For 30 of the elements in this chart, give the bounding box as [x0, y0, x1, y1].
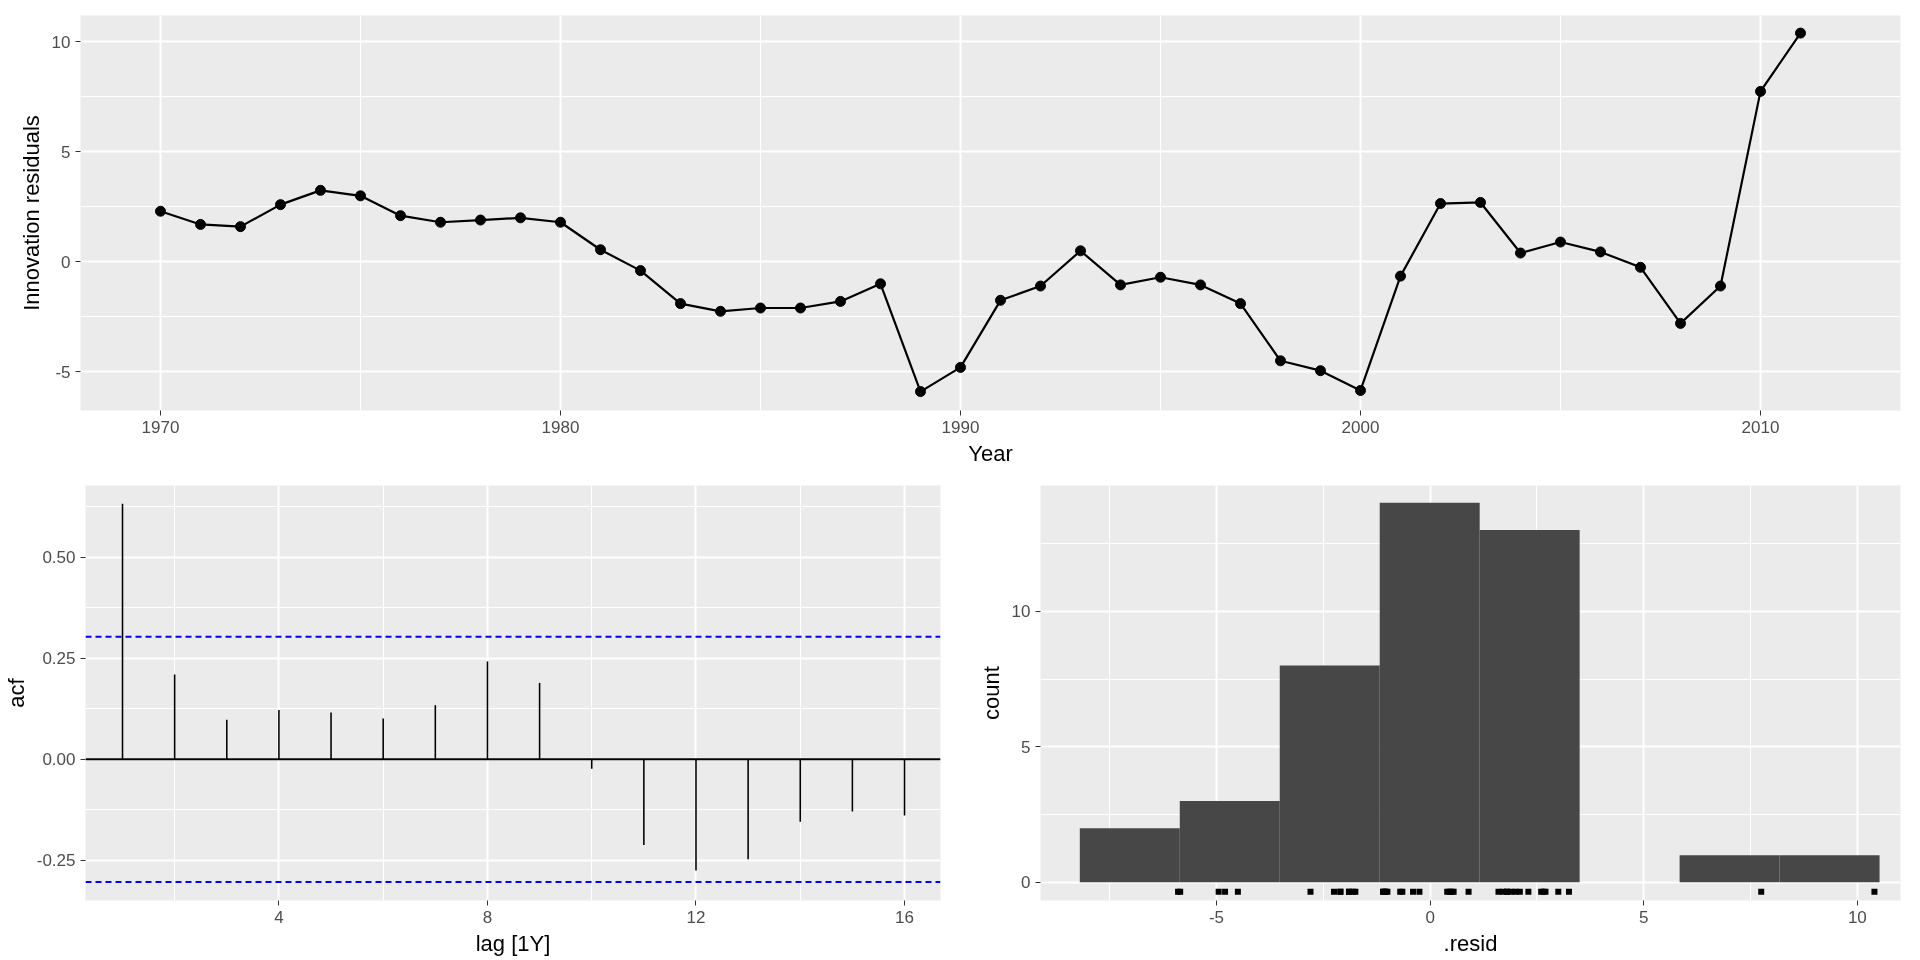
- y-tick-label: 0.00: [42, 750, 76, 770]
- y-tick-label: 0: [1021, 873, 1031, 893]
- x-tick-label: 4: [274, 907, 284, 927]
- x-tick-label: -5: [1208, 907, 1225, 927]
- x-tick-label: 0: [1425, 907, 1435, 927]
- y-tick-label: -5: [55, 362, 71, 382]
- y-tick-label: 0: [61, 252, 71, 272]
- x-tick-label: 2010: [1741, 417, 1780, 437]
- x-tick-label: 10: [1847, 907, 1867, 927]
- y-axis-title: Innovation residuals: [18, 115, 44, 311]
- x-tick-label: 12: [686, 907, 706, 927]
- y-tick-label: -0.25: [36, 851, 76, 871]
- y-tick-label: 0.50: [42, 548, 76, 568]
- x-tick-label: 1990: [941, 417, 980, 437]
- x-tick-label: 1980: [541, 417, 580, 437]
- x-tick-label: 5: [1639, 907, 1649, 927]
- x-tick-label: 16: [895, 907, 914, 927]
- y-axis-title: acf: [3, 677, 29, 708]
- x-tick-label: 8: [482, 907, 493, 927]
- y-tick-label: 0.25: [42, 649, 76, 669]
- y-tick-label: 10: [1011, 602, 1031, 622]
- y-tick-label: 10: [51, 32, 71, 52]
- x-axis-title: .resid: [1443, 930, 1498, 956]
- x-tick-label: 1970: [141, 417, 180, 437]
- y-tick-label: 5: [1021, 737, 1031, 757]
- y-tick-label: 5: [61, 142, 71, 162]
- x-tick-label: 2000: [1341, 417, 1380, 437]
- x-axis-title: lag [1Y]: [475, 930, 551, 956]
- x-axis-title: Year: [968, 440, 1013, 466]
- y-axis-title: count: [978, 666, 1004, 720]
